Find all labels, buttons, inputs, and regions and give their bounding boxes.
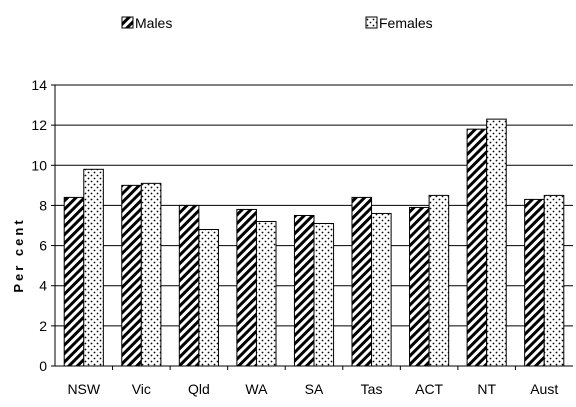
bar-males-qld <box>178 204 200 367</box>
bar-males-aust <box>524 198 545 367</box>
y-tick-label: 4 <box>39 278 47 294</box>
x-tick-label: Qld <box>188 381 210 397</box>
bar-females-vic <box>140 182 162 367</box>
bar-males-vic <box>121 184 142 367</box>
bar-males-wa <box>236 208 257 367</box>
x-tick-label: Aust <box>530 381 558 397</box>
y-tick-label: 0 <box>39 358 47 374</box>
y-tick-label: 6 <box>39 238 47 254</box>
legend: Males Females <box>121 15 433 31</box>
bar-females-aust <box>543 194 565 367</box>
x-tick-label: SA <box>305 381 324 397</box>
y-tick-labels: 0 2 4 6 8 10 12 14 <box>31 77 47 374</box>
x-tick-labels: NSW Vic Qld WA SA Tas ACT NT Aust <box>67 366 558 397</box>
bar-females-wa <box>255 220 277 367</box>
legend-item-females: Females <box>365 15 433 31</box>
y-axis-label: Per cent <box>11 217 26 292</box>
y-tick-label: 10 <box>31 157 47 173</box>
y-tick-label: 8 <box>39 197 47 213</box>
bar-males-nsw <box>63 196 85 367</box>
bar-females-tas <box>371 212 392 367</box>
bar-females-nt <box>486 118 507 367</box>
legend-label-males: Males <box>135 15 172 31</box>
bar-males-nt <box>466 128 488 367</box>
bar-females-nsw <box>83 168 104 367</box>
x-tick-label: NSW <box>67 381 100 397</box>
y-tick-label: 12 <box>31 117 47 133</box>
legend-swatch-females <box>365 16 378 29</box>
bars <box>63 118 565 367</box>
y-tick-label: 2 <box>39 318 47 334</box>
x-tick-label: NT <box>477 381 496 397</box>
x-tick-label: Tas <box>361 381 383 397</box>
legend-swatch-males <box>121 16 134 29</box>
bar-females-act <box>428 194 450 367</box>
bar-males-tas <box>351 196 373 367</box>
bar-females-qld <box>198 229 219 367</box>
x-tick-label: ACT <box>415 381 443 397</box>
bar-females-sa <box>313 222 335 367</box>
x-tick-label: Vic <box>132 381 151 397</box>
bar-males-sa <box>293 214 315 367</box>
x-tick-label: WA <box>245 381 268 397</box>
bar-males-act <box>409 206 430 367</box>
legend-label-females: Females <box>379 15 433 31</box>
y-tick-label: 14 <box>31 77 47 93</box>
legend-item-males: Males <box>121 15 172 31</box>
